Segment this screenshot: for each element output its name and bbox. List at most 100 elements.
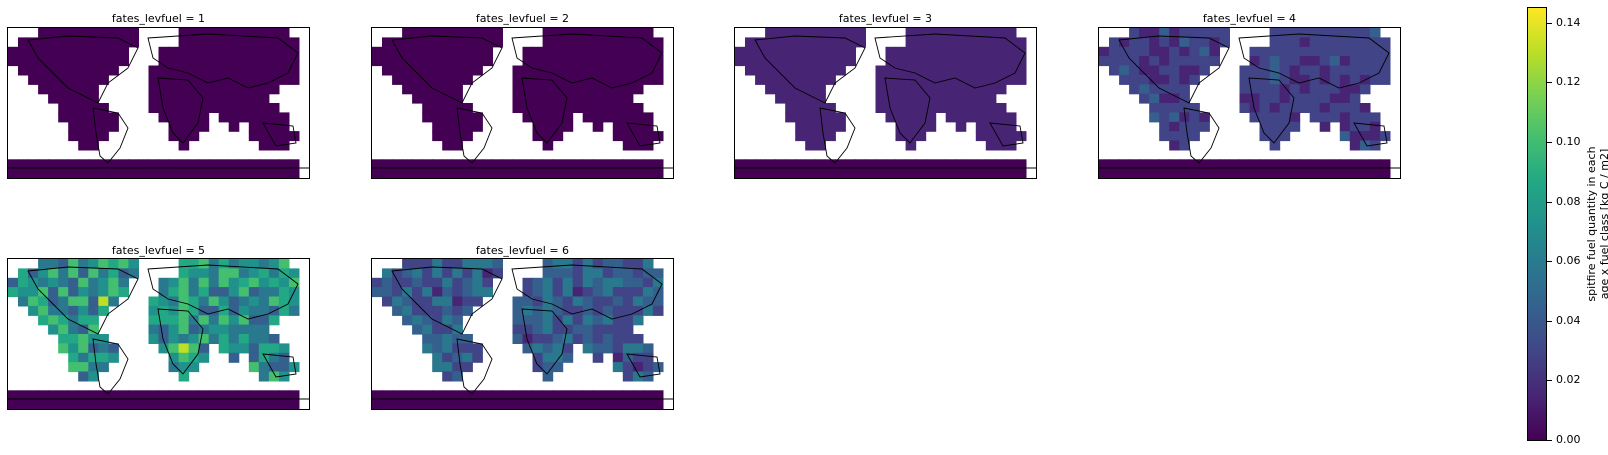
grid-cell: [1119, 159, 1130, 170]
grid-cell: [148, 334, 160, 344]
grid-cell: [68, 259, 79, 269]
grid-cell: [542, 390, 554, 401]
coastline: [262, 353, 297, 378]
grid-cell: [188, 334, 200, 344]
grid-cell: [198, 159, 210, 170]
grid-cell: [462, 103, 473, 113]
grid-cell: [442, 37, 453, 48]
grid-cell: [1329, 112, 1341, 123]
grid-cell: [68, 65, 79, 76]
grid-cell: [278, 159, 290, 170]
grid-cell: [552, 159, 564, 170]
grid-cell: [432, 343, 443, 354]
grid-cell: [258, 362, 270, 373]
grid-cell: [228, 324, 240, 335]
grid-cell: [572, 305, 584, 316]
grid-cell: [248, 399, 260, 409]
grid-cell: [1359, 121, 1371, 132]
grid-cell: [248, 84, 260, 95]
grid-cell: [482, 277, 493, 288]
grid-cell: [158, 103, 170, 113]
grid-cell: [168, 65, 180, 76]
grid-cell: [68, 343, 79, 354]
grid-cell: [895, 46, 907, 57]
grid-cell: [178, 259, 190, 269]
grid-cell: [885, 84, 897, 95]
grid-cell: [258, 103, 270, 113]
grid-cell: [108, 56, 119, 67]
grid-cell: [422, 399, 433, 409]
grid-cell: [582, 259, 594, 269]
grid-cell: [745, 56, 756, 67]
grid-cell: [178, 112, 190, 123]
grid-cell: [452, 159, 463, 170]
grid-cell: [228, 259, 240, 269]
grid-cell: [238, 74, 250, 85]
grid-cell: [1349, 65, 1361, 76]
grid-cell: [38, 268, 49, 279]
grid-cell: [915, 131, 927, 142]
grid-cell: [58, 112, 69, 123]
grid-cell: [1239, 65, 1251, 76]
grid-cell: [795, 56, 806, 67]
grid-cell: [88, 362, 99, 373]
grid-cell: [402, 159, 413, 170]
grid-cell: [1149, 159, 1160, 170]
grid-cell: [1279, 131, 1291, 142]
grid-cell: [58, 93, 69, 104]
grid-cell: [845, 46, 856, 57]
grid-cell: [995, 168, 1007, 178]
colorbar-tick-label: 0.14: [1556, 15, 1581, 29]
coastline: [92, 107, 129, 164]
grid-cell: [278, 74, 290, 85]
grid-cell: [258, 93, 270, 104]
grid-cell: [1199, 56, 1210, 67]
grid-cell: [955, 65, 967, 76]
grid-cell: [228, 305, 240, 316]
grid-cell: [895, 74, 907, 85]
grid-cell: [975, 46, 987, 57]
grid-cell: [1259, 84, 1271, 95]
grid-cell: [28, 159, 39, 170]
grid-cell: [775, 93, 786, 104]
grid-cell: [602, 56, 614, 67]
grid-cell: [1249, 46, 1261, 57]
grid-cell: [795, 93, 806, 104]
coastline: [626, 353, 661, 378]
grid-cell: [1179, 140, 1190, 151]
grid-cell: [68, 305, 79, 316]
grid-cell: [652, 159, 664, 170]
grid-cell: [895, 168, 907, 178]
panel-title-3: fates_levfuel = 3: [838, 12, 933, 25]
grid-cell: [1309, 28, 1321, 38]
grid-cell: [492, 159, 503, 170]
grid-cell: [1249, 93, 1261, 104]
grid-cell: [1189, 121, 1200, 132]
grid-cell: [238, 343, 250, 354]
grid-cell: [412, 305, 423, 316]
grid-cell: [1209, 28, 1220, 38]
grid-cell: [412, 93, 423, 104]
grid-cell: [1289, 56, 1301, 67]
grid-cell: [552, 28, 564, 38]
grid-cell: [612, 287, 624, 298]
grid-cell: [118, 28, 129, 38]
grid-cell: [785, 46, 796, 57]
grid-cell: [462, 305, 473, 316]
grid-cell: [422, 84, 433, 95]
grid-cell: [622, 324, 634, 335]
grid-cell: [522, 46, 534, 57]
grid-cell: [1109, 65, 1120, 76]
grid-cell: [1015, 168, 1027, 178]
grid-cell: [805, 65, 816, 76]
grid-cell: [582, 268, 594, 279]
grid-cell: [198, 56, 210, 67]
grid-cell: [785, 168, 796, 178]
grid-cell: [592, 324, 604, 335]
grid-cell: [198, 259, 210, 269]
grid-cell: [622, 399, 634, 409]
grid-cell: [462, 131, 473, 142]
grid-cell: [372, 277, 383, 288]
grid-cell: [612, 131, 624, 142]
grid-cell: [258, 121, 270, 132]
